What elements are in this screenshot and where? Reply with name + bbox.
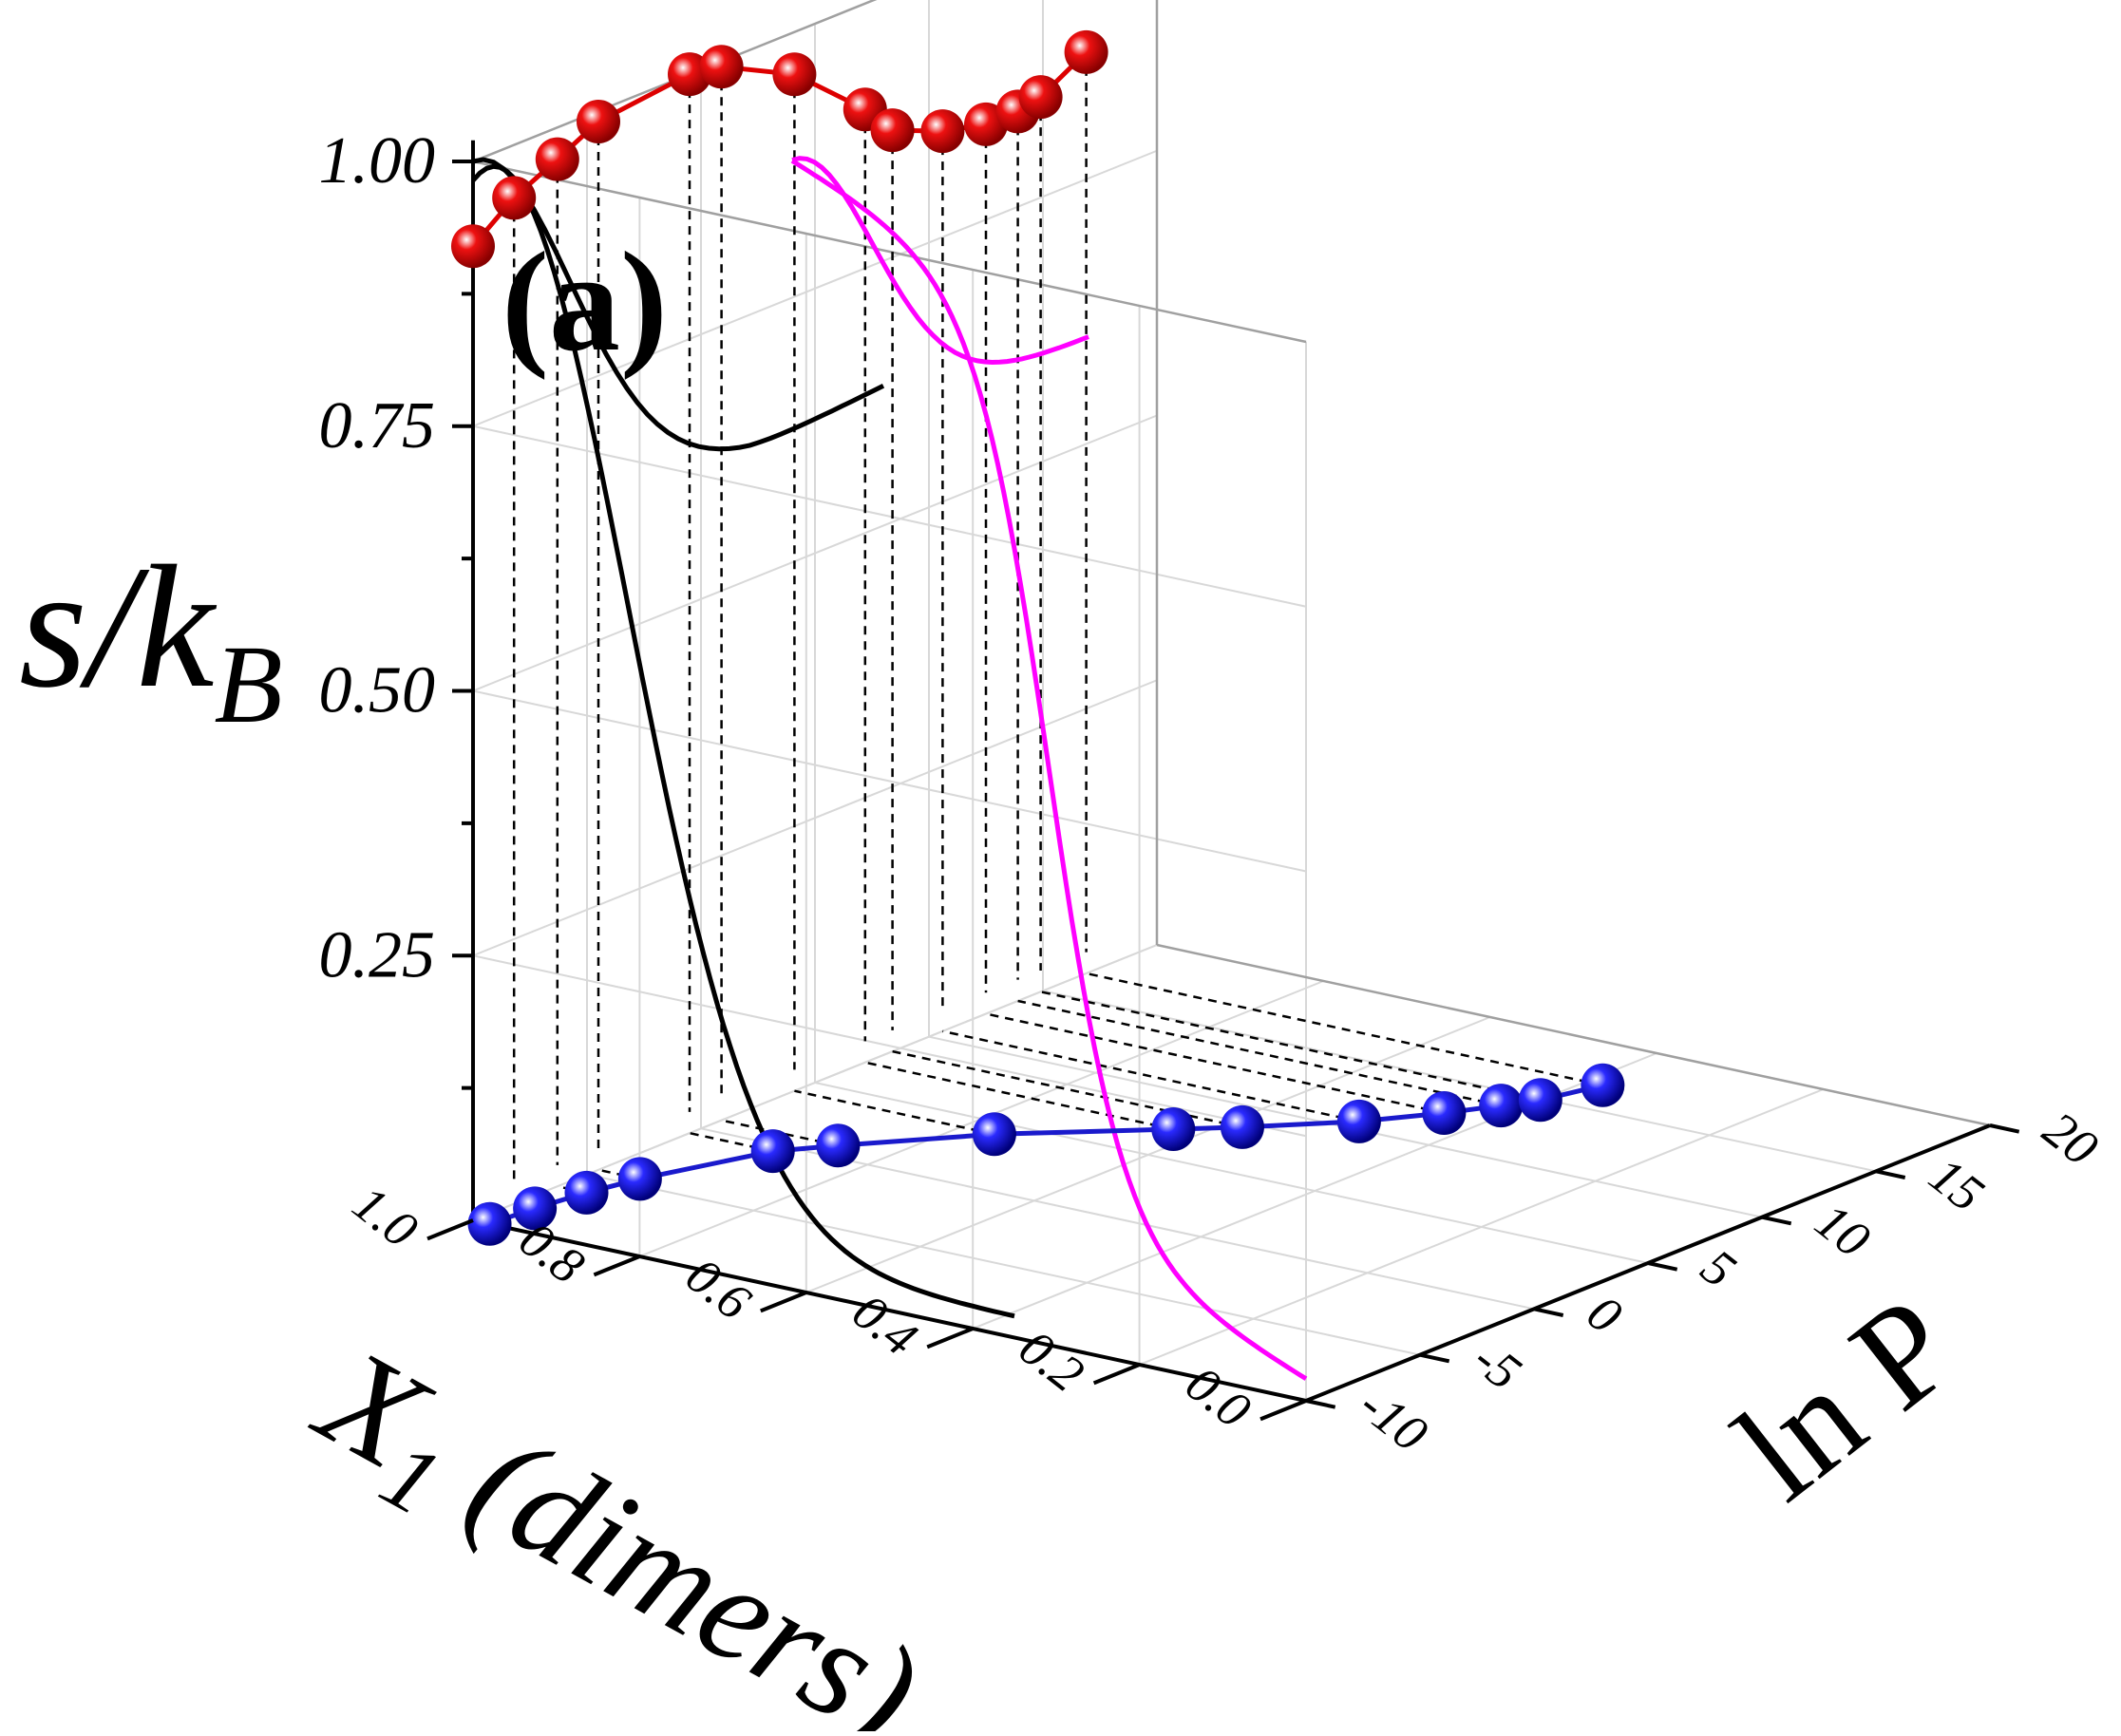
drop-line xyxy=(794,1089,995,1136)
red-point xyxy=(870,108,915,153)
blue-point xyxy=(1220,1104,1264,1149)
x-axis-title: X1 (dimers) xyxy=(284,1316,943,1731)
floor-grid-line xyxy=(1042,990,1877,1173)
y-tick-label: -10 xyxy=(1349,1376,1438,1463)
z-axis-title-main: s/k xyxy=(19,530,217,725)
x-tick xyxy=(593,1255,641,1277)
drop-line xyxy=(1040,991,1542,1102)
back-wall-grid-line xyxy=(472,414,1158,692)
magenta-curve xyxy=(790,159,1308,1381)
blue-point xyxy=(617,1157,662,1201)
x-tick-label: 0.2 xyxy=(1009,1319,1094,1404)
blue-point xyxy=(1518,1078,1562,1123)
x-tick-label: 0.0 xyxy=(1176,1355,1261,1440)
y-tick xyxy=(1533,1307,1564,1317)
drop-line xyxy=(1086,972,1603,1086)
blue-point xyxy=(467,1201,512,1246)
blue-point xyxy=(1479,1084,1524,1128)
y-tick xyxy=(1761,1215,1792,1226)
y-tick xyxy=(1875,1169,1906,1179)
red-point xyxy=(772,52,817,97)
y-tick xyxy=(1419,1352,1450,1364)
side-wall-grid-line xyxy=(472,425,1307,608)
blue-point xyxy=(972,1112,1016,1157)
y-tick-label: 5 xyxy=(1691,1238,1746,1299)
x-tick xyxy=(426,1218,474,1241)
y-tick-label: 15 xyxy=(1919,1146,1994,1223)
y-tick-label: 10 xyxy=(1805,1192,1880,1269)
blue-point xyxy=(1581,1063,1625,1107)
floor-grid-line xyxy=(814,1082,1649,1264)
z-tick-label: 1.00 xyxy=(319,124,436,198)
red-point xyxy=(535,137,579,181)
y-tick xyxy=(1647,1261,1678,1272)
red-point xyxy=(451,224,495,269)
red-point xyxy=(920,109,965,154)
z-axis-title-sub: B xyxy=(215,622,283,746)
y-tick-label: -5 xyxy=(1463,1330,1531,1401)
frame-edge xyxy=(1156,943,1991,1127)
blue-point xyxy=(1422,1091,1467,1135)
blue-point xyxy=(513,1186,558,1231)
red-point xyxy=(1018,75,1063,120)
blue-point xyxy=(750,1129,795,1174)
blue-point xyxy=(564,1170,609,1215)
drop-line xyxy=(864,1061,1174,1131)
x-tick-label: 0.6 xyxy=(675,1247,761,1331)
red-point xyxy=(699,45,744,89)
side-wall-grid-line xyxy=(472,689,1307,873)
x-tick xyxy=(1259,1399,1307,1422)
x-tick xyxy=(760,1291,807,1313)
z-tick-label: 0.50 xyxy=(319,654,436,727)
x-tick xyxy=(1092,1363,1141,1386)
drop-line xyxy=(1017,999,1502,1107)
x-axis-line xyxy=(472,1218,1307,1403)
y-tick-label: 20 xyxy=(2033,1101,2108,1178)
frame-edge xyxy=(472,160,1307,344)
z-tick-label: 0.25 xyxy=(319,918,436,991)
black-curve xyxy=(471,163,1015,1319)
drop-lines xyxy=(471,51,1603,1226)
x-tick-label: 1.0 xyxy=(343,1175,428,1259)
tick-marks xyxy=(426,160,2020,1422)
floor-grid-line xyxy=(586,1173,1421,1356)
y-tick xyxy=(1305,1399,1336,1409)
z-tick-label: 0.75 xyxy=(319,389,436,462)
y-tick xyxy=(1989,1123,2020,1134)
drop-line xyxy=(985,1012,1445,1115)
black-curve-tail xyxy=(472,157,885,452)
markers xyxy=(451,29,1625,1246)
drop-line xyxy=(942,1029,1360,1123)
blue-point xyxy=(1336,1099,1381,1143)
magenta-curve-tail xyxy=(791,156,1089,366)
blue-point xyxy=(816,1123,861,1168)
x-tick xyxy=(926,1327,974,1349)
y-axis-title: ln P xyxy=(1708,1267,1982,1530)
blue-point xyxy=(1151,1107,1196,1152)
back-wall-grid-line xyxy=(472,149,1158,427)
panel-label: (a) xyxy=(502,223,668,381)
red-point xyxy=(577,99,620,143)
z-axis-title: s/kB xyxy=(19,530,283,746)
x-tick-label: 0.4 xyxy=(843,1283,928,1368)
y-tick-label: 0 xyxy=(1577,1284,1632,1345)
x-axis-title-rest: (dimers) xyxy=(414,1384,944,1731)
side-wall-grid-line xyxy=(472,954,1307,1138)
red-point xyxy=(1064,29,1108,74)
red-point xyxy=(492,176,537,220)
